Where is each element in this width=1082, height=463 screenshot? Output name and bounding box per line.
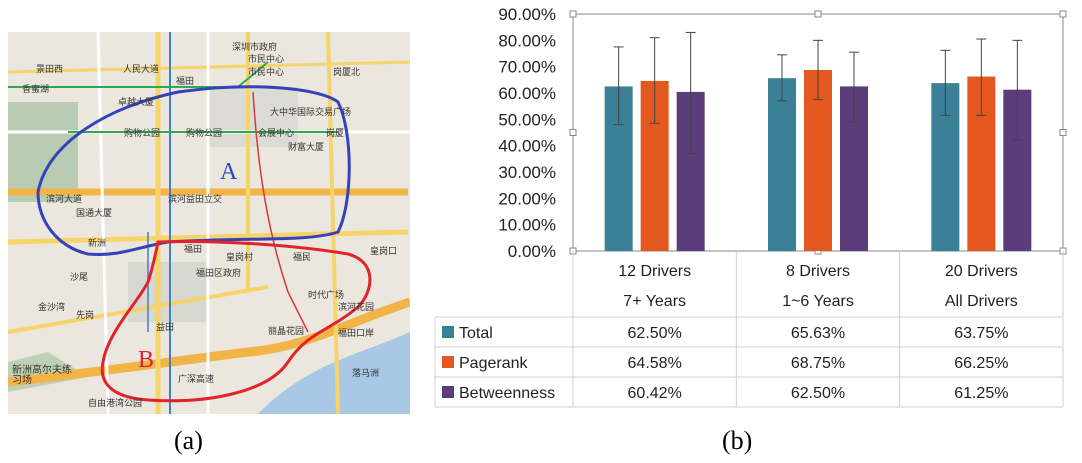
map-label: 人民大道 <box>123 64 160 74</box>
legend-swatch <box>442 386 454 398</box>
map-label: 福田口岸 <box>338 328 375 338</box>
table-cell: 66.25% <box>954 355 1008 372</box>
map-label: 先岗 <box>76 310 95 320</box>
map-label: 福田 <box>184 244 203 254</box>
resize-handle <box>1059 129 1067 136</box>
map-graphic <box>8 32 410 414</box>
y-tick-label: 40.00% <box>498 137 556 156</box>
map-label: 新洲 <box>88 238 107 248</box>
table-cell: 68.75% <box>791 355 845 372</box>
y-tick-label: 80.00% <box>498 31 556 50</box>
legend-label: Pagerank <box>459 355 528 372</box>
y-tick-label: 50.00% <box>498 110 556 129</box>
category-label: 20 Drivers <box>945 263 1018 280</box>
table-cell: 61.25% <box>954 385 1008 402</box>
y-tick-label: 10.00% <box>498 216 556 235</box>
map-label: 金沙湾 <box>38 302 66 312</box>
y-tick-label: 70.00% <box>498 58 556 77</box>
table-cell: 64.58% <box>628 355 682 372</box>
map-label: 市民中心 <box>248 54 285 64</box>
table-cell: 65.63% <box>791 325 845 342</box>
map-label: 卓越大厦 <box>118 97 155 107</box>
map-label: 沙尾 <box>70 272 89 282</box>
map-label: 购物公园 <box>186 128 223 138</box>
map-label: 市民中心 <box>248 67 285 77</box>
y-tick-label: 20.00% <box>498 189 556 208</box>
bar <box>768 78 796 251</box>
map-label: 丽晶花园 <box>268 326 305 336</box>
category-sublabel: 7+ Years <box>623 293 686 310</box>
y-tick-label: 60.00% <box>498 84 556 103</box>
legend-swatch <box>442 356 454 368</box>
map-label: 景田西 <box>36 64 64 74</box>
map-label: 滨河大道 <box>46 194 83 204</box>
resize-handle <box>1059 10 1067 18</box>
map-label: 落马洲 <box>352 368 380 378</box>
map-label: 国通大厦 <box>76 208 113 218</box>
table-cell: 62.50% <box>628 325 682 342</box>
category-label: 8 Drivers <box>786 263 850 280</box>
table-cell: 62.50% <box>791 385 845 402</box>
map-label: 会展中心 <box>258 128 295 138</box>
map-label: 香蜜湖 <box>22 84 50 94</box>
map-label: 福民 <box>293 252 312 262</box>
map-label: 滨河益田立交 <box>168 194 223 204</box>
map-label: 福田 <box>176 76 195 86</box>
map-label: 岗厦北 <box>333 67 361 77</box>
region-b-label: B <box>138 347 155 373</box>
category-sublabel: 1~6 Years <box>782 293 854 310</box>
legend-label: Betweenness <box>459 385 555 402</box>
map-label: 时代广场 <box>308 290 345 300</box>
map-label: 新洲高尔夫练习场 <box>12 365 72 386</box>
map-label: 皇岗口 <box>370 246 398 256</box>
table-cell: 60.42% <box>628 385 682 402</box>
region-a-label: A <box>220 159 238 185</box>
resize-handle <box>569 10 577 18</box>
bar <box>804 69 832 251</box>
map-label: 购物公园 <box>124 128 161 138</box>
y-tick-label: 90.00% <box>498 5 556 24</box>
map-label: 大中华国际交易广场 <box>270 107 352 117</box>
y-tick-label: 0.00% <box>508 242 556 261</box>
map-label: 广深高速 <box>178 374 215 384</box>
caption-b: (b) <box>722 426 753 455</box>
map-label: 财富大厦 <box>288 142 325 152</box>
map-label: 自由港湾公园 <box>88 398 143 408</box>
resize-handle <box>814 10 822 18</box>
resize-handle <box>569 129 577 136</box>
legend-swatch <box>442 326 454 338</box>
map-label: 岗厦 <box>326 128 345 138</box>
data-table: 12 Drivers 7+ Years 8 Drivers 1~6 Years 20 D… <box>434 251 1064 408</box>
map-label: 皇岗村 <box>226 252 254 262</box>
y-tick-label: 30.00% <box>498 163 556 182</box>
table-cell: 63.75% <box>954 325 1008 342</box>
category-label: 12 Drivers <box>618 263 691 280</box>
map-label: 福田区政府 <box>196 268 242 278</box>
legend-label: Total <box>459 325 493 342</box>
plot-area: 0.00% 10.00% 20.00% 30.00% 40.00% 50.00% 60.00… <box>498 5 1067 261</box>
caption-a: (a) <box>174 426 203 455</box>
map-label: 深圳市政府 <box>232 42 278 52</box>
map-label: 滨河花园 <box>338 302 375 312</box>
map-label: 益田 <box>156 322 175 332</box>
category-sublabel: All Drivers <box>945 293 1018 310</box>
map-panel: 深圳市政府 市民中心 市民中心 景田西 人民大道 福田 香蜜湖 岗厦北 卓越大厦… <box>8 32 410 414</box>
